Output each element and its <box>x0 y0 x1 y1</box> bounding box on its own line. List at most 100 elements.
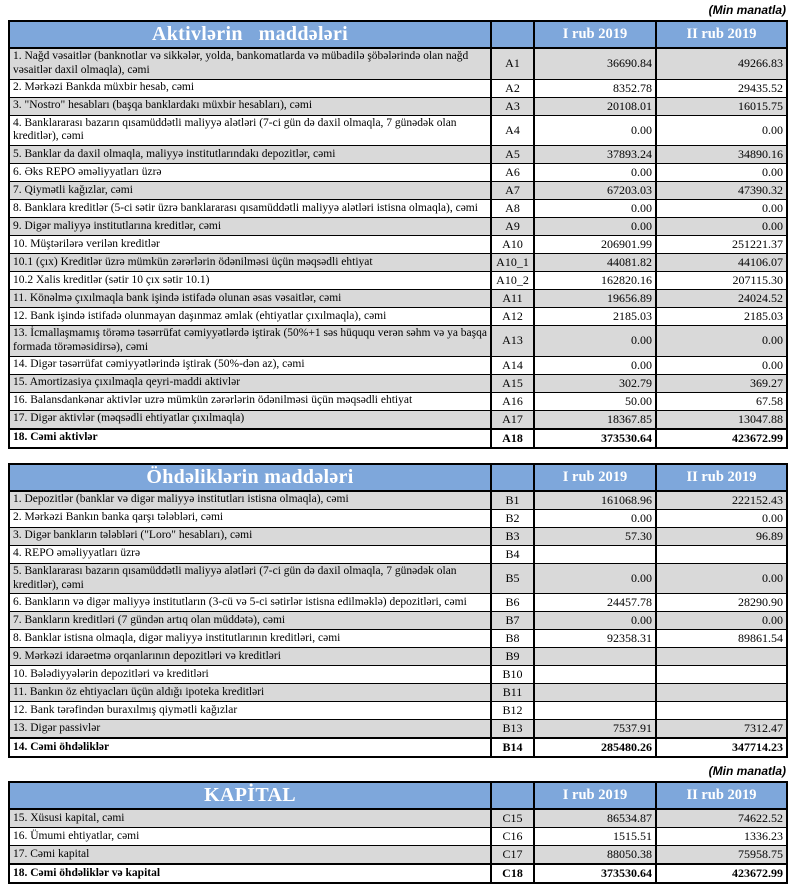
table-row: 2. Mərkəzi Bankın banka qarşı tələbləri,… <box>8 508 788 528</box>
row-code: B14 <box>490 737 535 758</box>
value-q1: 92358.31 <box>533 629 657 649</box>
table-row: 11. Könəlmə çıxılmaqla bank işində istif… <box>8 289 788 309</box>
value-q1: 0.00 <box>533 163 657 183</box>
table-row: 10.1 (çıx) Kreditlər üzrə mümkün zərərlə… <box>8 253 788 273</box>
capital-code-column-header <box>490 781 535 811</box>
row-label: 17. Cəmi kapital <box>8 845 492 865</box>
table-row: 7. Qiymətli kağızlar, cəmi A7 67203.03 4739… <box>8 181 788 201</box>
value-q1: 0.00 <box>533 508 657 528</box>
row-code: A2 <box>490 78 535 98</box>
table-row: 13. Digər passivlər B13 7537.91 7312.47 <box>8 719 788 739</box>
row-code: A5 <box>490 145 535 165</box>
value-q1 <box>533 544 657 564</box>
table-row: 10. Bələdiyyələrin depozitləri və kredit… <box>8 665 788 685</box>
table-row: 13. İcmallaşmamış törəmə təsərrüfat cəmi… <box>8 325 788 357</box>
value-q1 <box>533 665 657 685</box>
value-q2: 74622.52 <box>655 808 788 829</box>
row-code: A15 <box>490 373 535 393</box>
row-label: 1. Nağd vəsaitlər (banknotlar və sikkələ… <box>8 47 492 80</box>
value-q2: 89861.54 <box>655 629 788 649</box>
row-code: A17 <box>490 409 535 430</box>
table-row: 18. Cəmi aktivlər A18 373530.64 423672.99 <box>8 427 788 449</box>
row-code: A13 <box>490 325 535 357</box>
table-row: 5. Banklararası bazarın qısamüddətli mal… <box>8 562 788 595</box>
row-label: 15. Amortizasiya çıxılmaqla qeyri-maddi … <box>8 373 492 393</box>
value-q2: 369.27 <box>655 373 788 393</box>
table-row: 9. Digər maliyyə institutlarına kreditlə… <box>8 217 788 237</box>
row-code: C16 <box>490 827 535 847</box>
liabilities-col-header-q1: I rub 2019 <box>533 463 657 492</box>
row-code: B11 <box>490 683 535 703</box>
row-code: B8 <box>490 629 535 649</box>
liabilities-section-title: Öhdəliklərin maddələri <box>8 463 492 492</box>
row-code: C15 <box>490 808 535 829</box>
value-q1 <box>533 683 657 703</box>
row-label: 14. Cəmi öhdəliklər <box>8 737 492 758</box>
table-row: 2. Mərkəzi Bankda müxbir hesab, cəmi A2 83… <box>8 78 788 98</box>
liabilities-table: Öhdəliklərin maddələri I rub 2019 II rub… <box>8 462 788 759</box>
row-label: 15. Xüsusi kapital, cəmi <box>8 808 492 829</box>
row-code: B12 <box>490 701 535 721</box>
row-label: 9. Mərkəzi idarəetmə orqanlarının depozi… <box>8 647 492 667</box>
value-q1: 88050.38 <box>533 845 657 865</box>
value-q2: 2185.03 <box>655 307 788 327</box>
table-row: 10. Müştərilərə verilən kreditlər A10 2069… <box>8 235 788 255</box>
row-code: B3 <box>490 526 535 546</box>
row-label: 8. Banklara kreditlər (5-ci sətir üzrə b… <box>8 199 492 219</box>
assets-col-header-q1: I rub 2019 <box>533 20 657 49</box>
value-q1 <box>533 701 657 721</box>
table-row: 17. Cəmi kapital C17 88050.38 75958.75 <box>8 845 788 865</box>
value-q2: 0.00 <box>655 217 788 237</box>
value-q1: 206901.99 <box>533 235 657 255</box>
table-row: 8. Banklar istisna olmaqla, digər maliyy… <box>8 629 788 649</box>
row-label: 9. Digər maliyyə institutlarına kreditlə… <box>8 217 492 237</box>
capital-col-header-q1: I rub 2019 <box>533 781 657 811</box>
row-code: A3 <box>490 96 535 116</box>
row-code: B1 <box>490 490 535 510</box>
value-q1: 162820.16 <box>533 271 657 291</box>
table-row: 4. Banklararası bazarın qısamüddətli mal… <box>8 114 788 147</box>
row-label: 4. REPO əməliyyatları üzrə <box>8 544 492 564</box>
row-code: B13 <box>490 719 535 739</box>
value-q1: 50.00 <box>533 391 657 411</box>
value-q2: 347714.23 <box>655 737 788 758</box>
value-q2: 16015.75 <box>655 96 788 116</box>
row-code: B10 <box>490 665 535 685</box>
row-code: B4 <box>490 544 535 564</box>
value-q1: 0.00 <box>533 611 657 631</box>
row-label: 10. Bələdiyyələrin depozitləri və kredit… <box>8 665 492 685</box>
table-row: 14. Cəmi öhdəliklər B14 285480.26 347714.23 <box>8 737 788 758</box>
value-q1: 37893.24 <box>533 145 657 165</box>
row-label: 11. Könəlmə çıxılmaqla bank işində istif… <box>8 289 492 309</box>
row-label: 10.1 (çıx) Kreditlər üzrə mümkün zərərlə… <box>8 253 492 273</box>
value-q1: 0.00 <box>533 217 657 237</box>
value-q1: 0.00 <box>533 199 657 219</box>
table-row: 6. Əks REPO əməliyyatları üzrə A6 0.00 0.00 <box>8 163 788 183</box>
row-label: 16. Balansdankənar aktivlər uzrə mümkün … <box>8 391 492 411</box>
row-label: 14. Digər təsərrüfat cəmiyyətlərində işt… <box>8 355 492 375</box>
row-label: 6. Əks REPO əməliyyatları üzrə <box>8 163 492 183</box>
value-q2: 67.58 <box>655 391 788 411</box>
liabilities-header-row: Öhdəliklərin maddələri I rub 2019 II rub… <box>8 463 788 492</box>
table-row: 18. Cəmi öhdəliklər və kapital C18 373530.… <box>8 863 788 884</box>
capital-header-row: KAPİTAL I rub 2019 II rub 2019 <box>8 781 788 811</box>
row-code: A10_1 <box>490 253 535 273</box>
capital-table: KAPİTAL I rub 2019 II rub 2019 15. Xüsus… <box>8 781 788 885</box>
assets-col-header-q2: II rub 2019 <box>655 20 788 49</box>
value-q2: 0.00 <box>655 199 788 219</box>
value-q2: 75958.75 <box>655 845 788 865</box>
value-q2: 0.00 <box>655 163 788 183</box>
value-q2: 34890.16 <box>655 145 788 165</box>
liabilities-code-column-header <box>490 463 535 492</box>
value-q2 <box>655 665 788 685</box>
value-q2 <box>655 647 788 667</box>
row-code: A12 <box>490 307 535 327</box>
value-q2: 0.00 <box>655 562 788 595</box>
table-row: 12. Bank tərəfindən buraxılmış qiymətli … <box>8 701 788 721</box>
value-q2: 207115.30 <box>655 271 788 291</box>
table-row: 7. Bankların kreditləri (7 gündən artıq … <box>8 611 788 631</box>
row-label: 10. Müştərilərə verilən kreditlər <box>8 235 492 255</box>
capital-section-title: KAPİTAL <box>8 781 492 811</box>
unit-note-top: (Min manatla) <box>708 3 786 17</box>
value-q2: 96.89 <box>655 526 788 546</box>
